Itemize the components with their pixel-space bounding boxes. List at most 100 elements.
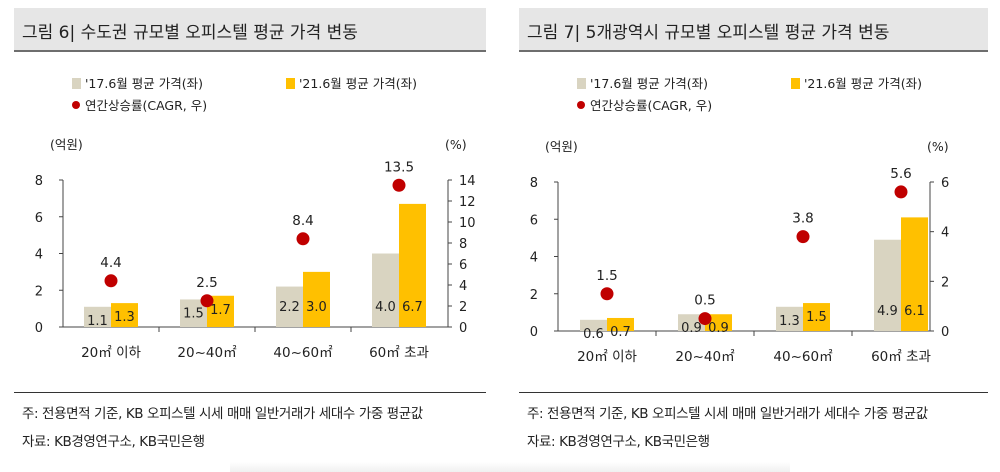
y-tick-label-right: 4 bbox=[941, 226, 949, 241]
chart-panel-left: 그림 6| 수도권 규모별 오피스텔 평균 가격 변동 '17.6월 평균 가격… bbox=[0, 0, 486, 472]
y-tick-label-right: 4 bbox=[459, 279, 467, 294]
x-category-label: 60㎡ 초과 bbox=[369, 345, 429, 361]
y-axis-left-unit: (억원) bbox=[50, 137, 83, 152]
bar-2017 bbox=[874, 239, 901, 331]
bar-value-label-2017: 2.2 bbox=[279, 300, 300, 315]
y-axis-right-unit: (%) bbox=[927, 139, 949, 154]
footnote: 주: 전용면적 기준, KB 오피스텔 시세 매매 일반거래가 세대수 가중 평… bbox=[527, 406, 928, 422]
cagr-dot bbox=[796, 230, 810, 244]
footnote: 주: 전용면적 기준, KB 오피스텔 시세 매매 일반거래가 세대수 가중 평… bbox=[22, 406, 423, 422]
bar-value-label-2017: 4.9 bbox=[877, 304, 898, 319]
cagr-value-label: 2.5 bbox=[196, 275, 217, 291]
x-category-label: 40~60㎡ bbox=[273, 345, 333, 361]
cagr-value-label: 8.4 bbox=[292, 213, 313, 229]
y-tick-label-right: 6 bbox=[941, 176, 949, 191]
source-note: 자료: KB경영연구소, KB국민은행 bbox=[527, 434, 710, 450]
legend-label-2017: '17.6월 평균 가격(좌) bbox=[590, 76, 708, 91]
legend-swatch-2021 bbox=[286, 78, 295, 89]
cagr-dot bbox=[104, 274, 118, 288]
source-note: 자료: KB경영연구소, KB국민은행 bbox=[22, 434, 205, 450]
y-tick-label-right: 6 bbox=[459, 258, 467, 273]
y-tick-label-left: 0 bbox=[530, 325, 538, 340]
y-tick-label-right: 0 bbox=[459, 321, 467, 336]
title-bar: 그림 7| 5개광역시 규모별 오피스텔 평균 가격 변동 bbox=[519, 8, 988, 52]
chart-area-left: '17.6월 평균 가격(좌) '21.6월 평균 가격(좌) 연간상승률(CAGR… bbox=[35, 76, 476, 361]
bar-2017 bbox=[776, 306, 803, 331]
bar-value-label-2017: 1.3 bbox=[779, 314, 800, 329]
cagr-value-label: 4.4 bbox=[100, 255, 121, 271]
title-bar: 그림 6| 수도권 규모별 오피스텔 평균 가격 변동 bbox=[14, 8, 486, 52]
cagr-dot bbox=[600, 287, 614, 301]
cagr-dot bbox=[894, 185, 908, 199]
chart-area-right: '17.6월 평균 가격(좌) '21.6월 평균 가격(좌) 연간상승률(CAGR… bbox=[530, 76, 950, 365]
bar-2021 bbox=[303, 271, 330, 327]
chart-title: 그림 6| 수도권 규모별 오피스텔 평균 가격 변동 bbox=[22, 23, 358, 43]
legend-swatch-2017 bbox=[72, 78, 81, 89]
bar-value-label-2021: 0.9 bbox=[708, 321, 729, 336]
legend-marker-cagr bbox=[577, 101, 585, 109]
cagr-dot bbox=[392, 178, 406, 192]
bar-2017 bbox=[580, 319, 607, 331]
legend-marker-cagr bbox=[72, 101, 80, 109]
bar-value-label-2017: 4.0 bbox=[375, 300, 396, 315]
chart-panel-right: 그림 7| 5개광역시 규모별 오피스텔 평균 가격 변동 '17.6월 평균 … bbox=[505, 0, 988, 472]
y-tick-label-left: 8 bbox=[530, 176, 538, 191]
bar-2017 bbox=[84, 306, 111, 327]
chart-title: 그림 7| 5개광역시 규모별 오피스텔 평균 가격 변동 bbox=[527, 23, 890, 43]
legend-label-cagr: 연간상승률(CAGR, 우) bbox=[85, 98, 207, 113]
bar-2021 bbox=[607, 317, 634, 331]
x-category-label: 40~60㎡ bbox=[773, 349, 833, 365]
bar-value-label-2021: 0.7 bbox=[610, 325, 631, 340]
bar-2017 bbox=[276, 286, 303, 327]
bar-value-label-2017: 0.9 bbox=[681, 321, 702, 336]
y-axis-left-unit: (억원) bbox=[545, 139, 578, 154]
x-category-label: 20㎡ 이하 bbox=[81, 345, 141, 361]
bar-value-label-2017: 1.5 bbox=[183, 306, 204, 321]
bar-2021 bbox=[399, 203, 426, 327]
y-tick-label-left: 0 bbox=[35, 321, 43, 336]
bar-2021 bbox=[111, 303, 138, 327]
y-axis-right-unit: (%) bbox=[445, 137, 467, 152]
y-tick-label-right: 2 bbox=[941, 275, 949, 290]
cagr-value-label: 3.8 bbox=[792, 211, 813, 227]
y-tick-label-right: 2 bbox=[459, 300, 467, 315]
y-tick-label-left: 4 bbox=[530, 251, 538, 266]
x-category-label: 60㎡ 초과 bbox=[871, 349, 931, 365]
y-tick-label-left: 8 bbox=[35, 174, 43, 189]
bar-value-label-2021: 1.7 bbox=[210, 303, 231, 318]
divider-line bbox=[519, 392, 988, 393]
cagr-dot bbox=[296, 232, 310, 246]
cagr-dot bbox=[200, 294, 214, 308]
y-tick-label-left: 6 bbox=[35, 211, 43, 226]
legend-label-2021: '21.6월 평균 가격(좌) bbox=[299, 76, 417, 91]
divider-line bbox=[14, 392, 486, 393]
bar-value-label-2017: 0.6 bbox=[583, 327, 604, 342]
y-tick-label-right: 14 bbox=[459, 174, 476, 189]
bar-value-label-2021: 1.3 bbox=[114, 310, 135, 325]
y-tick-label-left: 6 bbox=[530, 213, 538, 228]
x-category-label: 20~40㎡ bbox=[675, 349, 735, 365]
bar-2021 bbox=[705, 314, 732, 331]
y-tick-label-right: 12 bbox=[459, 195, 476, 210]
cagr-dot bbox=[698, 312, 712, 326]
cagr-value-label: 0.5 bbox=[694, 293, 715, 309]
x-category-label: 20~40㎡ bbox=[177, 345, 237, 361]
y-tick-label-right: 8 bbox=[459, 237, 467, 252]
cagr-value-label: 5.6 bbox=[890, 166, 911, 182]
bar-2021 bbox=[901, 217, 928, 331]
bar-value-label-2017: 1.1 bbox=[87, 314, 108, 329]
x-category-label: 20㎡ 이하 bbox=[577, 349, 637, 365]
y-tick-label-right: 10 bbox=[459, 216, 476, 231]
bar-value-label-2021: 1.5 bbox=[806, 310, 827, 325]
y-tick-label-left: 2 bbox=[530, 288, 538, 303]
y-tick-label-left: 2 bbox=[35, 284, 43, 299]
legend-label-cagr: 연간상승률(CAGR, 우) bbox=[590, 98, 712, 113]
cagr-value-label: 13.5 bbox=[384, 159, 414, 175]
bar-value-label-2021: 6.7 bbox=[402, 300, 423, 315]
y-tick-label-right: 0 bbox=[941, 325, 949, 340]
y-tick-label-left: 4 bbox=[35, 248, 43, 263]
bottom-shadow bbox=[230, 462, 790, 472]
bar-value-label-2021: 3.0 bbox=[306, 300, 327, 315]
legend-swatch-2021 bbox=[791, 78, 800, 89]
bar-2017 bbox=[678, 314, 705, 331]
